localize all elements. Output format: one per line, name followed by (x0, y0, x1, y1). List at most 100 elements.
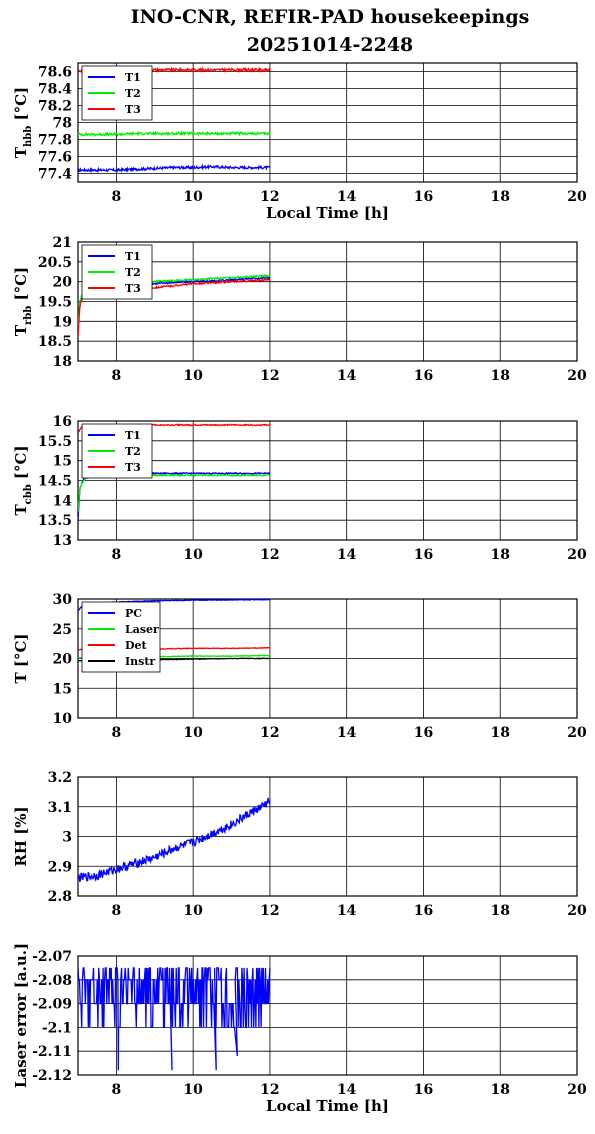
legend-label-t2: T2 (125, 266, 141, 279)
x-tick-label: 8 (112, 1082, 122, 1098)
y-tick-label: 20.5 (38, 255, 72, 271)
y-tick-label: 10 (53, 711, 73, 727)
x-tick-label: 12 (260, 189, 279, 205)
plot-frame (77, 62, 578, 183)
y-axis-label: RH [%] (12, 806, 30, 866)
x-tick-label: 10 (183, 368, 203, 384)
x-tick-label: 18 (490, 725, 509, 741)
chart-panel-4: 10 15 20 25 30 8 10 12 14 16 18 20 T [°C] PC Laser Det I… (12, 592, 587, 741)
y-tick-label: 20 (53, 652, 73, 668)
series-line-t1 (78, 163, 271, 173)
y-tick-label: -2.1 (42, 1020, 72, 1036)
y-axis-label-main: RH [%] (12, 806, 30, 866)
x-tick-label: 20 (567, 903, 587, 919)
y-axis-label-unit: [°C] (12, 87, 30, 126)
y-tick-label: 77.4 (38, 167, 72, 183)
legend-label-t3: T3 (125, 461, 141, 474)
y-tick-label: 3.1 (48, 800, 72, 816)
x-tick-label: 20 (567, 547, 587, 563)
y-tick-label: 13.5 (38, 513, 72, 529)
chart-panel-5: 2.8 2.9 3 3.1 3.2 8 10 12 14 16 18 20 RH [%] (12, 770, 587, 919)
x-tick-label: 12 (260, 725, 279, 741)
legend-label-instr: Instr (125, 655, 155, 668)
x-tick-label: 20 (567, 368, 587, 384)
x-tick-label: 8 (112, 189, 122, 205)
y-tick-label: 15 (53, 454, 72, 470)
legend: T1 T2 T3 (81, 423, 153, 479)
y-axis-label: Thbb [°C] (12, 87, 34, 158)
legend: PC Laser Det Instr (81, 601, 161, 673)
x-tick-label: 16 (414, 189, 433, 205)
y-tick-label: 13 (53, 533, 72, 549)
x-tick-label: 20 (567, 189, 587, 205)
x-tick-label: 20 (567, 725, 587, 741)
y-axis-label-unit: [°C] (12, 445, 30, 484)
y-axis-label-subscript: cbb (23, 484, 34, 504)
x-axis-label: Local Time [h] (266, 204, 389, 222)
y-tick-label: 15 (53, 681, 72, 697)
y-tick-label: 77.6 (38, 150, 72, 166)
series-line-data (78, 797, 271, 883)
y-axis-label-subscript: hbb (23, 126, 34, 147)
y-axis-label-main: Laser error [a.u.] (12, 943, 30, 1088)
x-tick-label: 14 (337, 189, 357, 205)
y-tick-label: 25 (53, 622, 72, 638)
y-axis-label: Laser error [a.u.] (12, 943, 30, 1088)
x-tick-label: 10 (183, 725, 203, 741)
y-tick-label: -2.09 (32, 997, 72, 1013)
plot-frame (77, 420, 578, 541)
x-tick-label: 20 (567, 1082, 587, 1098)
y-tick-label: 14 (53, 493, 73, 509)
x-axis-label: Local Time [h] (266, 1097, 389, 1115)
x-tick-label: 10 (183, 189, 203, 205)
figure-title-line1: INO-CNR, REFIR-PAD housekeepings (131, 6, 530, 28)
legend-label-t3: T3 (125, 103, 141, 116)
chart-panel-6: -2.07 -2.08 -2.09 -2.1 -2.11 -2.12 8 10 12 14 16 18… (12, 943, 587, 1115)
y-axis-label-main: T (12, 504, 30, 516)
series-line-t2 (78, 129, 271, 138)
y-axis-label-main: T [°C] (12, 633, 30, 683)
x-tick-label: 8 (112, 368, 122, 384)
y-tick-label: -2.08 (32, 973, 72, 989)
y-axis-label: T [°C] (12, 633, 30, 683)
legend-label-t1: T1 (125, 250, 141, 263)
figure-title-line2: 20251014-2248 (247, 34, 414, 56)
y-axis-label-unit: [°C] (12, 267, 30, 306)
x-tick-label: 16 (414, 547, 433, 563)
x-tick-label: 14 (337, 547, 357, 563)
legend-label-det: Det (125, 639, 148, 652)
legend-label-laser: Laser (125, 623, 159, 636)
y-tick-label: 78.6 (38, 65, 72, 81)
y-tick-label: 78.4 (38, 82, 72, 98)
x-tick-label: 16 (414, 1082, 433, 1098)
x-tick-label: 8 (112, 725, 122, 741)
x-tick-label: 18 (490, 189, 509, 205)
y-tick-label: 3.2 (48, 770, 72, 786)
chart-panel-2: 18 18.5 19 19.5 20 20.5 21 8 10 12 14 16 18 20 Trbb [°… (12, 235, 587, 384)
y-axis-label: Trbb [°C] (12, 267, 34, 336)
legend-label-t1: T1 (125, 71, 141, 84)
y-axis-label-subscript: rbb (23, 306, 34, 325)
x-tick-label: 10 (183, 1082, 203, 1098)
x-tick-label: 10 (183, 547, 203, 563)
x-tick-label: 8 (112, 547, 122, 563)
x-tick-label: 14 (337, 903, 357, 919)
series-line-t1 (78, 471, 271, 521)
y-tick-label: 77.8 (38, 133, 72, 149)
y-tick-label: 20 (53, 275, 73, 291)
x-tick-label: 18 (490, 903, 509, 919)
y-tick-label: 15.5 (38, 434, 72, 450)
x-tick-label: 12 (260, 903, 279, 919)
y-tick-label: -2.11 (32, 1044, 72, 1060)
series-line-data (78, 967, 271, 1071)
x-tick-label: 12 (260, 368, 279, 384)
y-tick-label: 21 (53, 235, 72, 251)
y-axis-label-main: T (12, 146, 30, 158)
y-axis-label-main: T (12, 324, 30, 336)
x-tick-label: 12 (260, 547, 279, 563)
y-tick-label: 2.8 (48, 889, 72, 905)
y-tick-label: 2.9 (48, 859, 72, 875)
